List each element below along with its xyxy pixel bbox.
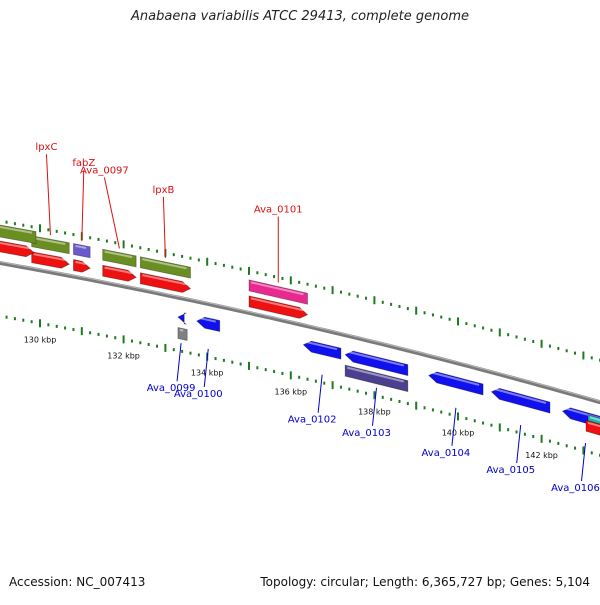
scale-label: 136 kbp (274, 387, 307, 396)
gene-label-Ava_0103: Ava_0103 (342, 428, 391, 439)
gene-label-Ava_0100: Ava_0100 (174, 389, 223, 400)
scale-label: 142 kbp (525, 451, 558, 460)
gene-label-lpxB: lpxB (152, 185, 174, 196)
gene-label-Ava_0104: Ava_0104 (422, 448, 471, 459)
gene-label-Ava_0105: Ava_0105 (486, 465, 535, 476)
gene-label-leader (82, 170, 84, 241)
accession-label: Accession: NC_007413 (9, 575, 145, 589)
gene-label-leader (46, 154, 50, 235)
gene-label-leader (452, 408, 456, 446)
scale-label: 140 kbp (442, 428, 475, 437)
map-title: Anabaena variabilis ATCC 29413, complete… (0, 9, 600, 24)
gene-label-lpxC: lpxC (35, 142, 57, 153)
scale-label: 132 kbp (107, 351, 140, 360)
reverse-feature-block (178, 328, 187, 341)
reverse-cds-arrow (303, 341, 341, 359)
gene-label-Ava_0101: Ava_0101 (254, 204, 303, 215)
reverse-cds-arrow (178, 313, 186, 324)
gene-label-Ava_0106: Ava_0106 (551, 483, 600, 494)
gene-label-Ava_0102: Ava_0102 (288, 415, 337, 426)
scale-label: 134 kbp (191, 369, 224, 378)
gene-label-leader (163, 197, 165, 258)
gene-label-leader (104, 178, 119, 249)
gene-label-leader (318, 375, 322, 413)
genome-summary: Topology: circular; Length: 6,365,727 bp… (260, 575, 590, 589)
gene-label-leader (177, 343, 181, 381)
gene-label-Ava_0097: Ava_0097 (80, 166, 129, 177)
reverse-feature-block-highlight (180, 330, 183, 331)
scale-label: 130 kbp (24, 335, 57, 344)
